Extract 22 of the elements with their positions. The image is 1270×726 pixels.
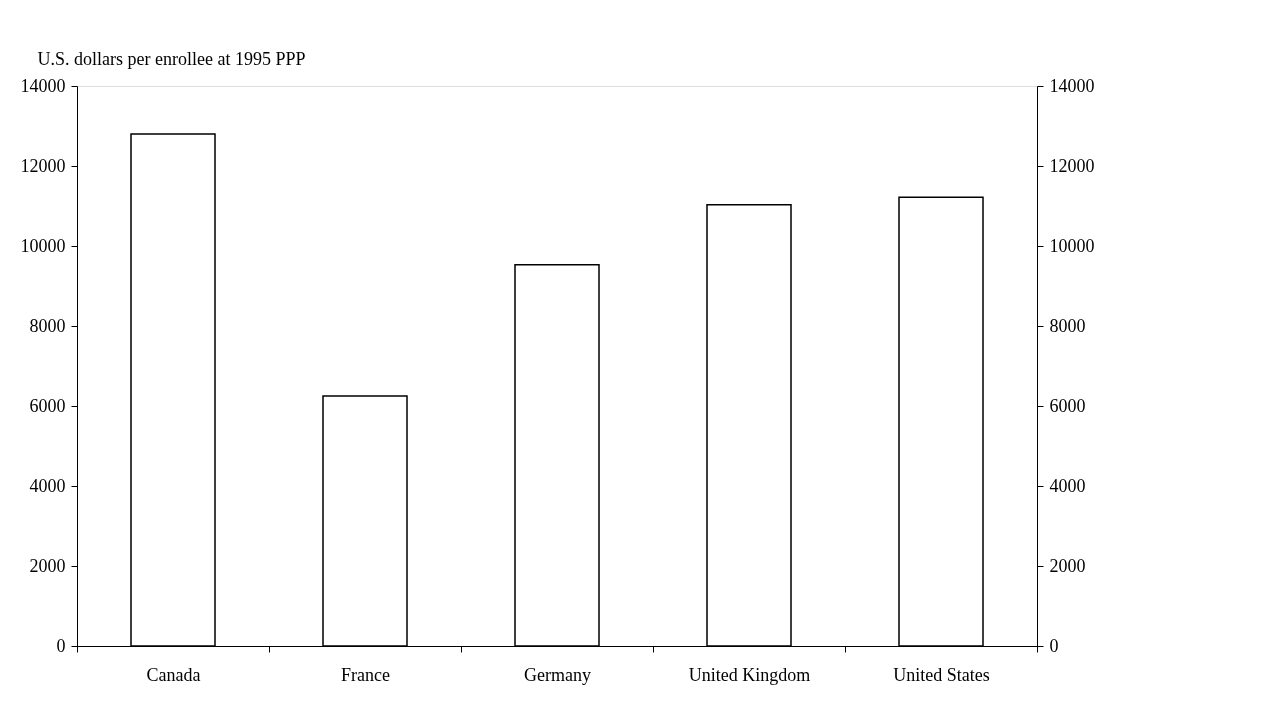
y-tick-label: 6000 xyxy=(29,395,66,416)
y2-tick-label: 4000 xyxy=(1049,475,1086,496)
y-tick-label: 8000 xyxy=(29,315,66,336)
y-tick-label: 14000 xyxy=(20,75,66,96)
y2-tick-label: 6000 xyxy=(1049,395,1086,416)
x-tick-label: United States xyxy=(893,664,990,685)
y-tick-label: 0 xyxy=(56,635,66,656)
y-axis-title: U.S. dollars per enrollee at 1995 PPP xyxy=(37,48,306,69)
y2-tick-label: 8000 xyxy=(1049,315,1086,336)
y-tick-label: 2000 xyxy=(29,555,66,576)
x-tick-label: Germany xyxy=(524,664,591,685)
y2-tick-label: 14000 xyxy=(1049,75,1095,96)
y2-tick-label: 0 xyxy=(1049,635,1059,656)
y2-tick-label: 12000 xyxy=(1049,155,1095,176)
y2-tick-label: 10000 xyxy=(1049,235,1095,256)
y-tick-label: 12000 xyxy=(20,155,66,176)
x-tick-label: France xyxy=(341,664,390,685)
y-tick-label: 4000 xyxy=(29,475,66,496)
y-tick-label: 10000 xyxy=(20,235,66,256)
y2-tick-label: 2000 xyxy=(1049,555,1086,576)
x-tick-label: Canada xyxy=(146,664,201,685)
x-tick-label: United Kingdom xyxy=(688,664,811,685)
